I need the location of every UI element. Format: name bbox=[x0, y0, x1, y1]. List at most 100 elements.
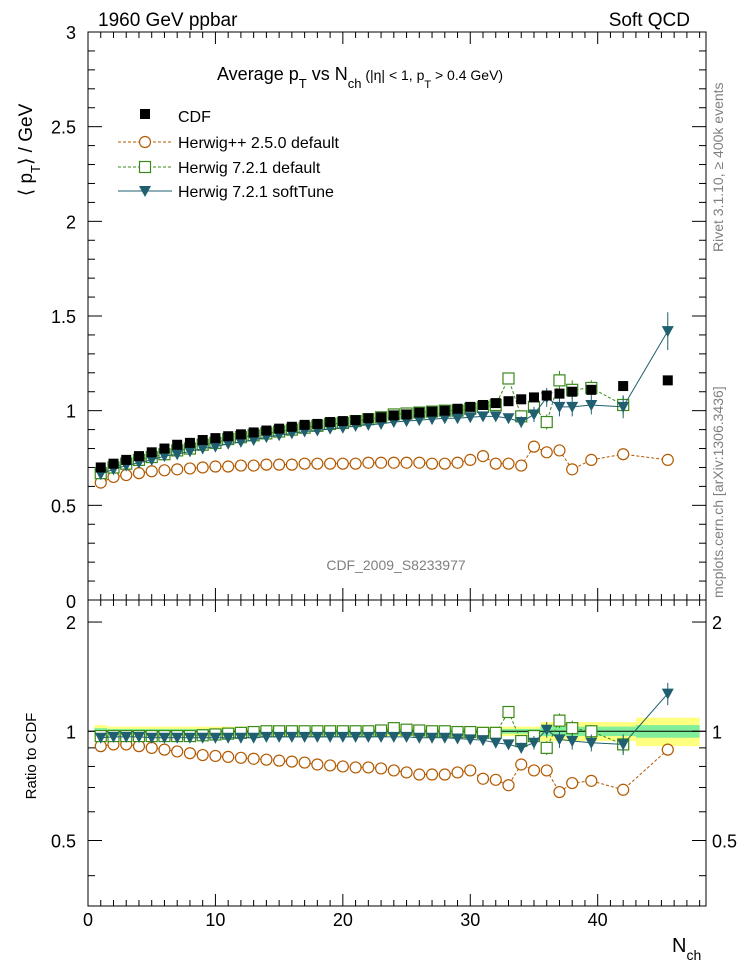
cdf-point bbox=[503, 396, 514, 407]
h721soft-point bbox=[349, 731, 362, 743]
herwigpp-point bbox=[222, 750, 235, 763]
cdf-point bbox=[350, 415, 361, 426]
main-plot-panel: Average pT vs Nch (|η| < 1, pT > 0.4 GeV… bbox=[16, 23, 707, 612]
h721soft-point bbox=[413, 415, 426, 427]
herwigpp-point bbox=[222, 460, 235, 473]
herwigpp-point bbox=[234, 459, 248, 472]
h721soft-point bbox=[222, 732, 235, 744]
herwigpp-point bbox=[247, 459, 260, 472]
cdf-point bbox=[337, 416, 348, 427]
cdf-point bbox=[248, 427, 259, 438]
h721soft-point bbox=[285, 731, 298, 743]
ratio-axis-ticks bbox=[87, 600, 706, 906]
herwigpp-point bbox=[183, 747, 197, 760]
legend-marker-cdf bbox=[140, 109, 150, 119]
herwigpp-point bbox=[387, 456, 400, 469]
h721soft-point bbox=[566, 736, 579, 748]
h721soft-point bbox=[502, 413, 515, 425]
herwigpp-point bbox=[298, 457, 311, 470]
h721soft-point bbox=[336, 731, 349, 743]
herwigpp-point bbox=[489, 773, 502, 786]
legend-cdf-label: CDF bbox=[178, 109, 211, 126]
ratio-h721soft-series bbox=[94, 682, 674, 756]
herwigpp-point bbox=[336, 760, 349, 773]
herwigpp-point bbox=[349, 761, 362, 774]
x-axis-label: Nch bbox=[672, 935, 701, 963]
h721-point bbox=[489, 726, 502, 739]
legend-marker-h721soft bbox=[139, 186, 151, 197]
h721soft-point bbox=[527, 737, 540, 749]
h721soft-point bbox=[171, 732, 184, 744]
cdf-point bbox=[439, 405, 450, 416]
ylabel-b: ⟩ / GeV bbox=[16, 103, 37, 165]
herwigpp-point bbox=[209, 460, 222, 473]
herwigpp-point bbox=[515, 758, 528, 771]
herwigpp-point bbox=[585, 453, 598, 466]
cdf-point bbox=[388, 410, 399, 421]
cdf-point bbox=[554, 388, 565, 399]
herwigpp-point bbox=[209, 749, 222, 763]
h721soft-point bbox=[477, 411, 490, 423]
herwigpp-point bbox=[196, 748, 209, 762]
main-h721-series bbox=[94, 370, 630, 480]
h721soft-point bbox=[464, 412, 477, 424]
h721soft-point bbox=[171, 449, 184, 461]
h721soft-point bbox=[183, 732, 196, 744]
herwigpp-point bbox=[527, 440, 541, 453]
h721soft-point bbox=[515, 742, 528, 754]
h721soft-point bbox=[617, 401, 630, 413]
title-sub-pt: T bbox=[299, 76, 307, 91]
main-cdf-series bbox=[95, 375, 673, 473]
h721soft-point bbox=[387, 731, 400, 743]
herwigpp-point bbox=[285, 755, 298, 768]
ratio-series-group bbox=[94, 682, 674, 799]
herwigpp-point bbox=[566, 776, 579, 790]
main-axis-ticks bbox=[87, 31, 706, 601]
herwigpp-point bbox=[413, 456, 426, 469]
cdf-point bbox=[223, 431, 234, 442]
legend-marker-h721 bbox=[138, 160, 152, 174]
cdf-point bbox=[286, 421, 297, 432]
cdf-point bbox=[325, 417, 336, 428]
x-tick-label: 30 bbox=[460, 910, 480, 930]
herwigpp-point bbox=[585, 774, 598, 787]
h721soft-point bbox=[247, 732, 260, 744]
xlabel-sub: ch bbox=[686, 947, 701, 963]
cdf-point bbox=[528, 392, 539, 403]
herwigpp-point bbox=[617, 783, 630, 796]
herwigpp-point bbox=[324, 457, 337, 470]
herwigpp-point bbox=[451, 766, 464, 779]
watermark: CDF_2009_S8233977 bbox=[326, 557, 466, 573]
h721-point bbox=[553, 374, 566, 387]
main-y-zero-label: 0 bbox=[66, 592, 76, 612]
title-end: > 0.4 GeV) bbox=[431, 67, 503, 83]
legend: CDF Herwig++ 2.5.0 default Herwig 7.2.1 … bbox=[118, 109, 340, 201]
ratio-y-tick-labels: 0.5 0.5 1 1 2 2 bbox=[51, 613, 737, 851]
h721soft-point bbox=[222, 438, 235, 450]
main-y-tick-labels: 0.5 1 1.5 2 2.5 3 bbox=[51, 23, 76, 516]
herwigpp-point bbox=[260, 458, 273, 471]
x-tick-label: 40 bbox=[588, 910, 608, 930]
main-y-tick-label: 3 bbox=[66, 23, 76, 43]
h721-point bbox=[540, 741, 553, 754]
herwigpp-point bbox=[502, 457, 515, 470]
h721soft-point bbox=[527, 409, 540, 421]
title-main: Average p bbox=[217, 64, 299, 84]
herwigpp-point bbox=[145, 741, 158, 754]
h721soft-point bbox=[158, 732, 171, 744]
ratio-y-tick-label-right: 1 bbox=[712, 722, 722, 742]
cdf-point bbox=[363, 413, 374, 424]
herwigpp-point bbox=[324, 759, 337, 772]
rivet-label: Rivet 3.1.10, ≥ 400k events bbox=[710, 82, 726, 252]
cdf-point bbox=[146, 447, 157, 458]
herwigpp-point bbox=[515, 459, 528, 472]
legend-marker-herwigpp bbox=[138, 135, 152, 149]
herwigpp-point bbox=[171, 463, 184, 476]
cdf-point bbox=[95, 462, 106, 473]
cdf-point bbox=[662, 375, 673, 386]
herwigpp-point bbox=[171, 745, 184, 758]
herwigpp-point bbox=[400, 766, 413, 779]
main-title: Average pT vs Nch (|η| < 1, pT > 0.4 GeV… bbox=[217, 64, 503, 91]
h721-point bbox=[502, 705, 515, 719]
